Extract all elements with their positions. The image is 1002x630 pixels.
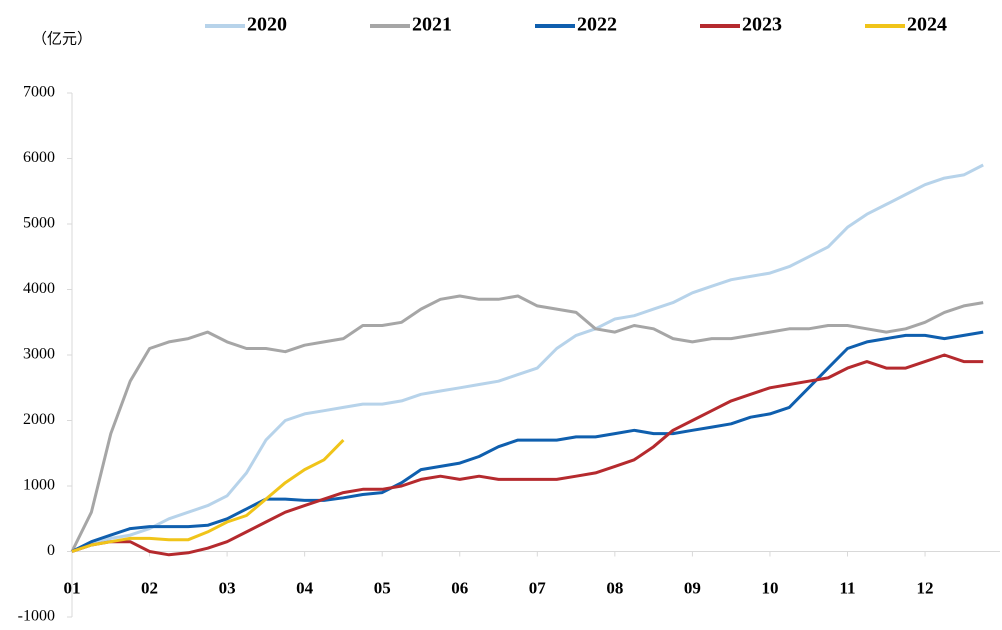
x-tick-label: 10: [761, 578, 778, 597]
x-tick-label: 07: [529, 578, 547, 597]
y-tick-label: 5000: [23, 215, 55, 232]
y-tick-label: 1000: [23, 477, 55, 494]
line-series: [70, 294, 984, 553]
unit-label: （亿元）: [32, 30, 92, 47]
y-tick-label: 3000: [23, 346, 55, 363]
line-series: [71, 353, 984, 557]
line-series: [71, 330, 984, 553]
line-series: [71, 439, 345, 553]
x-tick-label: 09: [684, 578, 701, 597]
legend-label: 2022: [577, 14, 617, 36]
x-tick-label: 04: [296, 578, 314, 597]
legend-label: 2021: [412, 14, 452, 36]
x-tick-label: 03: [219, 578, 236, 597]
y-tick-label: 7000: [23, 84, 55, 101]
y-tick-label: 2000: [23, 411, 55, 428]
y-tick-label: 6000: [23, 149, 55, 166]
x-tick-label: 06: [451, 578, 468, 597]
x-tick-label: 02: [141, 578, 158, 597]
line-series: [71, 163, 984, 553]
x-tick-label: 11: [839, 578, 855, 597]
y-tick-label: 4000: [23, 280, 55, 297]
y-tick-label: 0: [47, 542, 55, 559]
x-tick-label: 12: [917, 578, 934, 597]
x-tick-label: 01: [64, 578, 81, 597]
legend-label: 2020: [247, 14, 287, 36]
x-tick-label: 05: [374, 578, 391, 597]
legend-label: 2024: [907, 14, 947, 36]
x-tick-label: 08: [606, 578, 623, 597]
legend-label: 2023: [742, 14, 782, 36]
y-tick-label: -1000: [18, 608, 55, 625]
